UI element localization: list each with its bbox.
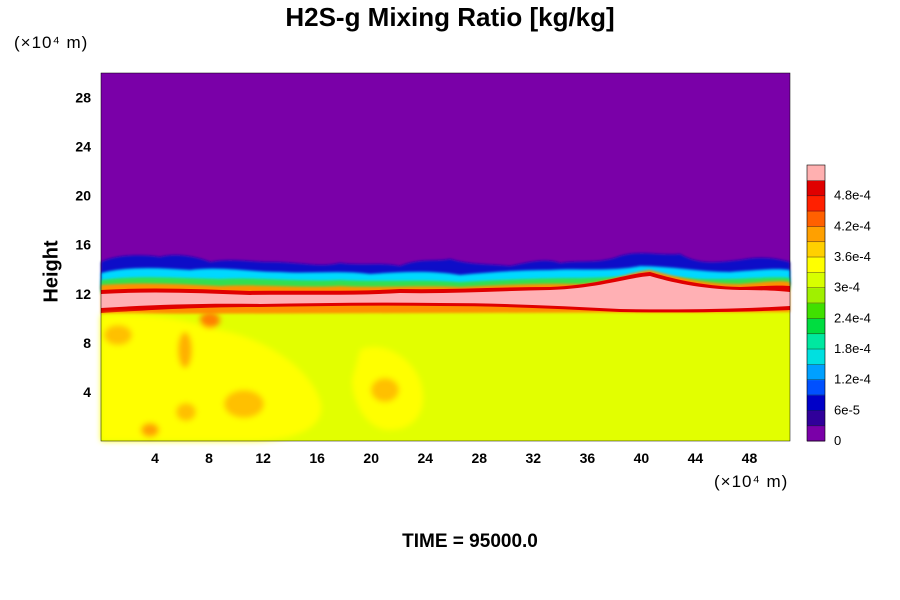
colorbar-label: 6e-5 bbox=[834, 402, 860, 417]
colorbar-swatch bbox=[807, 425, 825, 442]
colorbar-swatch bbox=[807, 333, 825, 350]
colorbar-swatch bbox=[807, 287, 825, 304]
y-tick-label: 24 bbox=[75, 139, 91, 155]
colorbar-label: 0 bbox=[834, 433, 841, 448]
colorbar-label: 1.2e-4 bbox=[834, 372, 871, 387]
plot-frame bbox=[100, 72, 791, 442]
colorbar-swatch bbox=[807, 241, 825, 258]
colorbar-swatch bbox=[807, 379, 825, 396]
colorbar-swatch bbox=[807, 195, 825, 212]
blob-7 bbox=[200, 312, 220, 328]
x-tick-label: 8 bbox=[205, 450, 213, 466]
colorbar-label: 4.8e-4 bbox=[834, 188, 871, 203]
colorbar: 0 6e-5 1.2e-4 1.8e-4 2.4e-4 3e-4 3.6e-4 4.2e-4 4… bbox=[806, 164, 871, 448]
chart-title: H2S-g Mixing Ratio [kg/kg] bbox=[285, 2, 615, 32]
colorbar-label: 4.2e-4 bbox=[834, 218, 871, 233]
y-tick-labels: 4 8 12 16 20 24 28 bbox=[75, 90, 91, 400]
y-tick-label: 4 bbox=[83, 384, 91, 400]
blob-2 bbox=[224, 390, 264, 418]
time-footer: TIME = 95000.0 bbox=[402, 531, 538, 552]
x-tick-label: 44 bbox=[688, 450, 704, 466]
x-tick-label: 12 bbox=[255, 450, 271, 466]
y-axis-unit: (×10⁴ m) bbox=[14, 33, 89, 52]
y-tick-label: 8 bbox=[83, 335, 91, 351]
x-tick-label: 4 bbox=[151, 450, 159, 466]
x-tick-label: 28 bbox=[471, 450, 487, 466]
blob-5 bbox=[141, 423, 159, 437]
colorbar-swatch bbox=[807, 303, 825, 319]
x-tick-label: 16 bbox=[309, 450, 325, 466]
colorbar-swatch bbox=[807, 165, 825, 181]
colorbar-swatch bbox=[807, 226, 825, 243]
blob-1 bbox=[104, 325, 132, 345]
colorbar-swatch bbox=[807, 272, 825, 289]
colorbar-label: 3.6e-4 bbox=[834, 249, 871, 264]
x-tick-label: 20 bbox=[363, 450, 379, 466]
colorbar-label: 3e-4 bbox=[834, 280, 860, 295]
y-tick-label: 28 bbox=[75, 90, 91, 106]
blob-4 bbox=[176, 403, 196, 421]
plot-area bbox=[100, 72, 791, 442]
colorbar-swatch bbox=[807, 318, 825, 335]
x-tick-label: 32 bbox=[526, 450, 542, 466]
colorbar-swatch bbox=[807, 211, 825, 227]
pink-core bbox=[101, 276, 790, 310]
x-tick-label: 48 bbox=[742, 450, 758, 466]
left-yellow-region bbox=[101, 314, 322, 441]
colorbar-label: 2.4e-4 bbox=[834, 310, 871, 325]
colorbar-label: 1.8e-4 bbox=[834, 341, 871, 356]
x-tick-label: 24 bbox=[417, 450, 433, 466]
x-axis-unit: (×10⁴ m) bbox=[714, 472, 789, 491]
colorbar-swatch bbox=[807, 257, 825, 273]
colorbar-swatch bbox=[807, 364, 825, 381]
colorbar-swatch bbox=[807, 410, 825, 427]
x-tick-label: 36 bbox=[580, 450, 596, 466]
y-tick-label: 12 bbox=[75, 286, 91, 302]
colorbar-swatch bbox=[807, 180, 825, 197]
y-tick-label: 20 bbox=[75, 188, 91, 204]
blob-3 bbox=[371, 378, 399, 402]
blob-6 bbox=[178, 332, 192, 368]
x-tick-labels: 4 8 12 16 20 24 28 32 36 40 44 48 bbox=[151, 450, 757, 466]
colorbar-swatch bbox=[807, 395, 825, 411]
x-tick-label: 40 bbox=[634, 450, 650, 466]
colorbar-swatch bbox=[807, 349, 825, 365]
y-tick-label: 16 bbox=[75, 237, 91, 253]
